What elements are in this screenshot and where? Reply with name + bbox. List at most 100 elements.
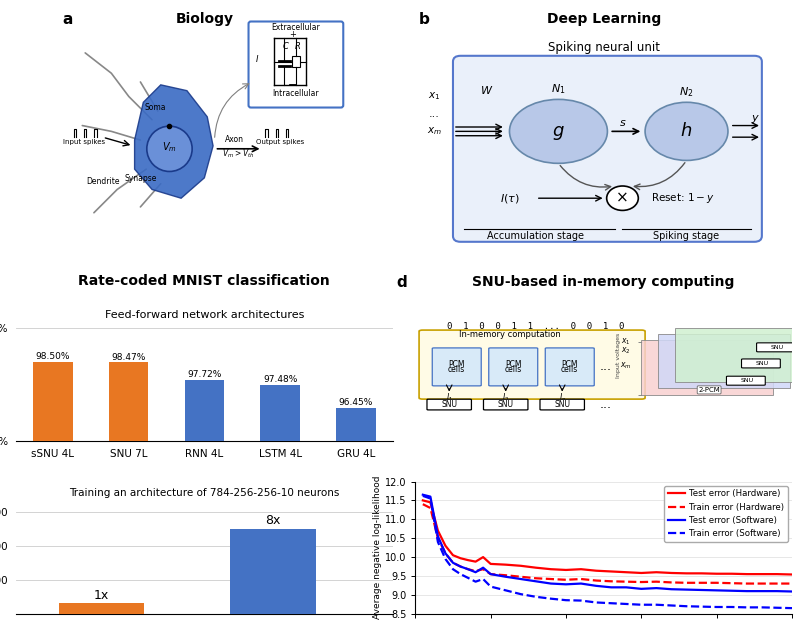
Test error (Software) xyxy=(772,587,782,595)
Text: R: R xyxy=(294,42,300,51)
Train error (Software) xyxy=(622,600,631,608)
Test error (Software) xyxy=(456,563,466,570)
Text: y: y xyxy=(751,113,758,123)
Title: Training an architecture of 784-256-256-10 neurons: Training an architecture of 784-256-256-… xyxy=(69,488,339,498)
Train error (Hardware) xyxy=(682,579,691,587)
Test error (Hardware) xyxy=(561,566,570,574)
Text: SNU: SNU xyxy=(442,400,458,409)
Text: I: I xyxy=(256,55,258,64)
Text: $x_m$: $x_m$ xyxy=(426,125,442,137)
Test error (Software) xyxy=(478,564,488,572)
Text: Deep Learning: Deep Learning xyxy=(546,12,661,26)
Text: Biology: Biology xyxy=(175,12,234,26)
Train error (Software) xyxy=(591,599,601,606)
Train error (Software) xyxy=(546,595,556,603)
Train error (Software) xyxy=(463,574,473,582)
Train error (Software) xyxy=(516,590,526,598)
Test error (Hardware) xyxy=(576,565,586,573)
Text: ...: ... xyxy=(599,360,611,373)
Text: b: b xyxy=(419,12,430,27)
Test error (Hardware) xyxy=(426,498,435,506)
Polygon shape xyxy=(675,328,800,382)
Test error (Hardware) xyxy=(697,570,706,577)
Bar xyxy=(59,603,145,614)
Text: 98.47%: 98.47% xyxy=(111,353,146,361)
FancyBboxPatch shape xyxy=(540,399,585,410)
Train error (Software) xyxy=(486,583,495,590)
FancyBboxPatch shape xyxy=(419,330,645,399)
Train error (Hardware) xyxy=(666,578,676,586)
Bar xyxy=(33,362,73,441)
Test error (Hardware) xyxy=(486,560,495,568)
Train error (Hardware) xyxy=(418,500,428,508)
Text: 2-PCM: 2-PCM xyxy=(698,387,720,393)
Text: SNU-based in-memory computing: SNU-based in-memory computing xyxy=(473,275,735,289)
Test error (Hardware) xyxy=(456,554,466,562)
Test error (Software) xyxy=(531,578,541,585)
Test error (Software) xyxy=(486,570,495,578)
Test error (Hardware) xyxy=(470,558,480,565)
Text: 97.48%: 97.48% xyxy=(263,375,298,384)
Test error (Software) xyxy=(787,588,797,595)
Text: $V_m > V_{th}$: $V_m > V_{th}$ xyxy=(222,147,254,159)
Circle shape xyxy=(147,126,192,172)
Text: 8x: 8x xyxy=(265,514,281,527)
Train error (Hardware) xyxy=(622,578,631,585)
Train error (Software) xyxy=(727,603,737,611)
FancyBboxPatch shape xyxy=(453,56,762,242)
Test error (Software) xyxy=(637,585,646,593)
Test error (Software) xyxy=(682,586,691,593)
Text: $x_m$: $x_m$ xyxy=(621,360,632,371)
Test error (Software) xyxy=(516,575,526,583)
Text: 96.45%: 96.45% xyxy=(338,399,373,407)
Test error (Software) xyxy=(742,587,751,595)
Text: Rate-coded MNIST classification: Rate-coded MNIST classification xyxy=(78,273,330,288)
Text: PCM: PCM xyxy=(562,360,578,368)
Train error (Hardware) xyxy=(637,578,646,586)
Text: Output spikes: Output spikes xyxy=(256,140,304,146)
Text: W: W xyxy=(482,86,492,95)
Train error (Software) xyxy=(470,578,480,585)
Text: SNU: SNU xyxy=(770,345,783,350)
Train error (Hardware) xyxy=(501,572,510,579)
Test error (Software) xyxy=(757,587,766,595)
FancyBboxPatch shape xyxy=(546,348,594,386)
Train error (Hardware) xyxy=(727,580,737,587)
Train error (Hardware) xyxy=(787,580,797,587)
Text: Spiking stage: Spiking stage xyxy=(654,231,719,241)
Text: $x_1$: $x_1$ xyxy=(428,91,440,102)
Train error (Software) xyxy=(606,600,616,607)
Train error (Software) xyxy=(787,604,797,612)
Bar xyxy=(109,363,148,441)
FancyBboxPatch shape xyxy=(249,22,343,107)
Text: d: d xyxy=(397,275,407,290)
Text: SNU: SNU xyxy=(554,400,570,409)
Test error (Hardware) xyxy=(441,542,450,549)
Text: 98.50%: 98.50% xyxy=(35,352,70,361)
Train error (Hardware) xyxy=(757,580,766,587)
Text: $x_1$: $x_1$ xyxy=(622,336,631,347)
Test error (Software) xyxy=(591,582,601,590)
Text: 0  1  0  0  1  1  ...  0  0  1  0: 0 1 0 0 1 1 ... 0 0 1 0 xyxy=(447,322,625,331)
Text: $I_n$: $I_n$ xyxy=(558,391,566,404)
Test error (Software) xyxy=(561,580,570,588)
Text: Input spikes: Input spikes xyxy=(62,140,105,146)
FancyBboxPatch shape xyxy=(742,359,780,368)
Test error (Hardware) xyxy=(448,552,458,559)
Test error (Hardware) xyxy=(637,569,646,577)
Text: Input voltages: Input voltages xyxy=(616,333,622,378)
Ellipse shape xyxy=(645,102,728,161)
Text: Intracellular: Intracellular xyxy=(273,89,319,99)
Train error (Software) xyxy=(666,602,676,609)
Test error (Software) xyxy=(576,580,586,587)
Text: h: h xyxy=(681,122,692,140)
Test error (Software) xyxy=(441,549,450,557)
Train error (Software) xyxy=(712,603,722,611)
Train error (Hardware) xyxy=(697,579,706,587)
Y-axis label: Average negative log-likelihood: Average negative log-likelihood xyxy=(373,476,382,619)
Train error (Hardware) xyxy=(470,567,480,575)
FancyBboxPatch shape xyxy=(427,399,471,410)
Text: Extracellular: Extracellular xyxy=(271,23,320,32)
Train error (Hardware) xyxy=(742,580,751,587)
Train error (Software) xyxy=(456,570,466,578)
